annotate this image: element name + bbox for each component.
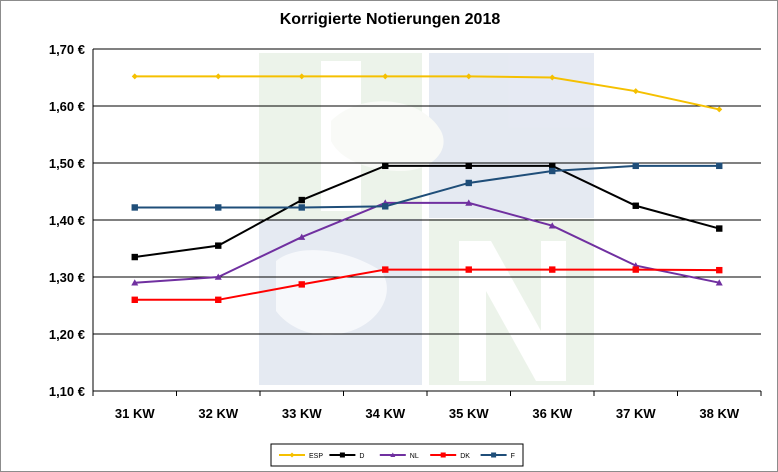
data-point-dk bbox=[465, 266, 472, 273]
watermark-pig-shape bbox=[331, 101, 444, 171]
y-tick-label: 1,20 € bbox=[49, 327, 85, 342]
chart-title: Korrigierte Notierungen 2018 bbox=[279, 11, 501, 28]
data-point-esp bbox=[298, 73, 305, 80]
x-tick-label: 33 KW bbox=[282, 406, 322, 421]
data-point-d bbox=[215, 242, 222, 249]
data-point-dk bbox=[215, 296, 222, 303]
legend-marker-dk bbox=[440, 452, 446, 458]
data-point-nl bbox=[715, 279, 723, 286]
x-tick-label: 35 KW bbox=[449, 406, 489, 421]
y-tick-label: 1,70 € bbox=[49, 42, 85, 57]
legend-label-dk: DK bbox=[460, 453, 470, 460]
y-tick-label: 1,30 € bbox=[49, 270, 85, 285]
data-point-esp bbox=[716, 106, 723, 113]
data-point-d bbox=[298, 196, 305, 204]
data-point-nl bbox=[548, 222, 556, 229]
data-point-d bbox=[632, 202, 639, 209]
legend-label-f: F bbox=[511, 453, 515, 460]
x-tick-label: 36 KW bbox=[532, 406, 572, 421]
watermark-letter-stroke bbox=[321, 61, 361, 211]
x-tick-label: 31 KW bbox=[115, 406, 155, 421]
data-point-dk bbox=[131, 296, 138, 303]
data-point-nl bbox=[298, 233, 306, 240]
legend-label-nl: NL bbox=[410, 453, 419, 460]
data-point-dk bbox=[298, 281, 305, 288]
data-point-d bbox=[382, 162, 389, 170]
data-point-nl bbox=[465, 199, 473, 206]
y-tick-label: 1,10 € bbox=[49, 384, 85, 399]
legend-marker-f bbox=[491, 452, 497, 458]
data-point-f bbox=[131, 204, 138, 211]
data-point-esp bbox=[382, 73, 389, 80]
data-point-d bbox=[549, 162, 556, 170]
watermark-letter-n bbox=[459, 241, 566, 381]
x-tick-label: 38 KW bbox=[699, 406, 739, 421]
data-point-esp bbox=[131, 73, 138, 80]
data-point-f bbox=[215, 204, 222, 211]
data-point-d bbox=[465, 162, 472, 170]
data-point-d bbox=[131, 253, 138, 261]
watermark-block bbox=[259, 219, 422, 385]
legend-label-esp: ESP bbox=[309, 453, 323, 460]
series-line-esp bbox=[134, 75, 720, 111]
legend-marker-nl bbox=[390, 452, 396, 457]
watermark-logo bbox=[259, 53, 594, 385]
data-point-esp bbox=[465, 73, 472, 80]
series-line-nl bbox=[134, 201, 720, 284]
data-point-f bbox=[549, 167, 556, 175]
data-point-dk bbox=[632, 266, 639, 273]
x-tick-label: 37 KW bbox=[616, 406, 656, 421]
y-tick-label: 1,60 € bbox=[49, 99, 85, 114]
data-point-f bbox=[465, 179, 472, 187]
data-point-f bbox=[298, 204, 305, 211]
data-point-f bbox=[716, 162, 723, 170]
series-line-dk bbox=[134, 268, 720, 301]
data-point-d bbox=[716, 225, 723, 232]
series-line-f bbox=[134, 164, 720, 209]
data-point-esp bbox=[549, 74, 556, 81]
data-point-dk bbox=[549, 266, 556, 273]
legend-marker-d bbox=[339, 452, 345, 458]
legend-marker-esp bbox=[289, 452, 295, 458]
watermark-pig-shape bbox=[276, 250, 387, 335]
watermark-block bbox=[259, 53, 422, 385]
watermark-block bbox=[429, 219, 594, 385]
y-tick-label: 1,40 € bbox=[49, 213, 85, 228]
series-line-d bbox=[134, 164, 720, 259]
data-point-f bbox=[632, 162, 639, 170]
data-point-dk bbox=[382, 266, 389, 273]
data-point-nl bbox=[214, 273, 222, 280]
data-point-esp bbox=[215, 73, 222, 80]
data-point-dk bbox=[716, 266, 723, 274]
y-tick-label: 1,50 € bbox=[49, 156, 85, 171]
data-point-esp bbox=[632, 88, 639, 95]
data-point-nl bbox=[131, 279, 139, 286]
x-tick-label: 32 KW bbox=[198, 406, 238, 421]
x-tick-label: 34 KW bbox=[365, 406, 405, 421]
data-point-f bbox=[382, 203, 389, 210]
legend-label-d: D bbox=[359, 453, 364, 460]
